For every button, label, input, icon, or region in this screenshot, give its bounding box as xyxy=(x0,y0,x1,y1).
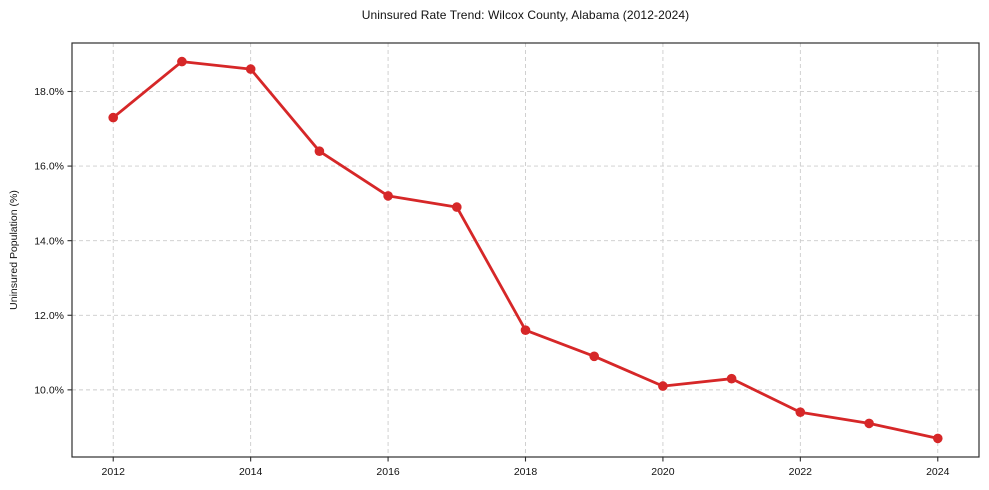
y-tick-label: 10.0% xyxy=(34,384,64,396)
data-point-marker xyxy=(933,433,943,444)
y-tick-label: 18.0% xyxy=(34,86,64,98)
data-point-marker xyxy=(795,407,806,418)
data-point-marker xyxy=(864,418,874,429)
x-tick-label: 2012 xyxy=(102,466,126,478)
y-tick-label: 16.0% xyxy=(34,161,64,173)
y-tick-label: 12.0% xyxy=(34,310,64,322)
x-tick-label: 2020 xyxy=(651,466,675,478)
x-tick-label: 2016 xyxy=(376,466,400,478)
x-tick-label: 2014 xyxy=(239,466,263,478)
x-tick-label: 2022 xyxy=(789,466,813,478)
data-point-marker xyxy=(520,325,531,336)
y-tick-label: 14.0% xyxy=(34,235,64,247)
data-point-marker xyxy=(589,351,599,362)
data-point-marker xyxy=(726,373,737,384)
x-tick-label: 2018 xyxy=(514,466,538,478)
chart-title: Uninsured Rate Trend: Wilcox County, Ala… xyxy=(361,8,690,22)
data-point-marker xyxy=(108,112,118,123)
data-point-marker xyxy=(452,202,462,212)
data-point-marker xyxy=(658,381,668,391)
data-point-marker xyxy=(383,191,393,201)
data-point-marker xyxy=(177,56,187,67)
x-tick-label: 2024 xyxy=(926,466,950,478)
data-point-marker xyxy=(314,146,325,156)
data-point-marker xyxy=(245,64,256,74)
